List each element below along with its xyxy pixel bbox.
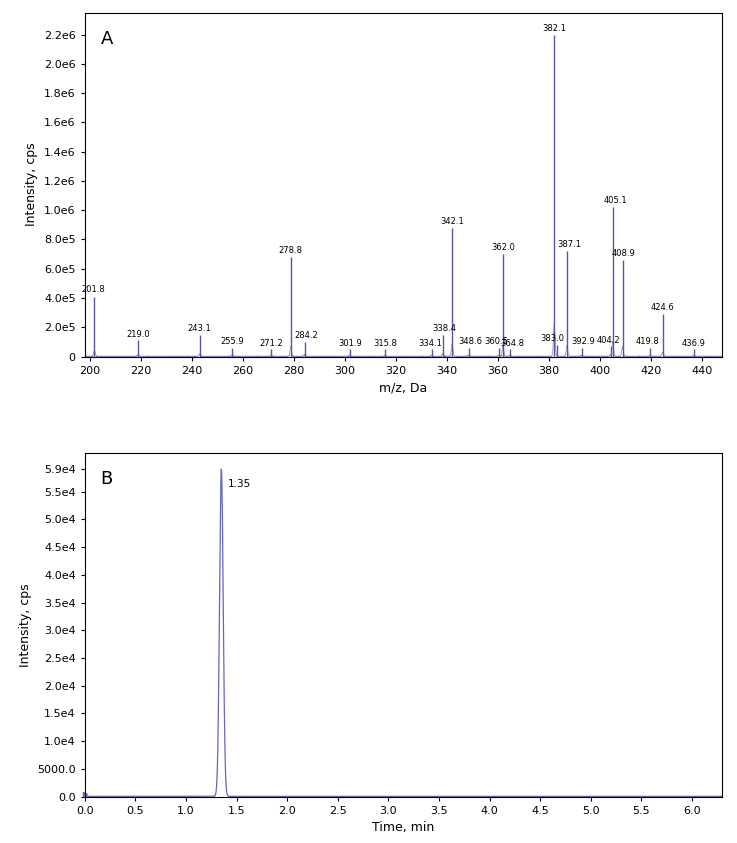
Text: 364.8: 364.8 bbox=[500, 339, 525, 347]
Text: 419.8: 419.8 bbox=[636, 337, 660, 346]
Text: 436.9: 436.9 bbox=[682, 339, 706, 347]
Y-axis label: Intensity, cps: Intensity, cps bbox=[25, 142, 38, 227]
Text: 1.35: 1.35 bbox=[228, 479, 251, 489]
Text: 284.2: 284.2 bbox=[294, 331, 318, 340]
Text: 278.8: 278.8 bbox=[279, 246, 303, 255]
X-axis label: m/z, Da: m/z, Da bbox=[380, 381, 427, 394]
Text: 271.2: 271.2 bbox=[259, 339, 283, 347]
Text: 315.8: 315.8 bbox=[373, 339, 397, 347]
Text: 387.1: 387.1 bbox=[557, 240, 581, 250]
Y-axis label: Intensity, cps: Intensity, cps bbox=[18, 583, 32, 667]
Text: 201.8: 201.8 bbox=[81, 285, 105, 294]
Text: 408.9: 408.9 bbox=[612, 250, 636, 258]
Text: 360.5: 360.5 bbox=[485, 337, 509, 346]
Text: 301.9: 301.9 bbox=[338, 339, 362, 347]
Text: 342.1: 342.1 bbox=[440, 217, 464, 226]
Text: 362.0: 362.0 bbox=[491, 244, 515, 252]
Text: 383.0: 383.0 bbox=[541, 335, 565, 343]
Text: A: A bbox=[101, 30, 113, 48]
Text: 424.6: 424.6 bbox=[651, 303, 674, 312]
Text: 243.1: 243.1 bbox=[188, 324, 212, 333]
Text: 392.9: 392.9 bbox=[571, 337, 595, 346]
X-axis label: Time, min: Time, min bbox=[372, 821, 435, 835]
Text: 219.0: 219.0 bbox=[127, 330, 150, 339]
Text: 404.2: 404.2 bbox=[596, 336, 620, 345]
Text: 255.9: 255.9 bbox=[220, 337, 244, 346]
Text: 334.1: 334.1 bbox=[419, 339, 442, 347]
Text: 382.1: 382.1 bbox=[542, 24, 566, 33]
Text: 338.4: 338.4 bbox=[432, 324, 456, 333]
Text: 348.6: 348.6 bbox=[458, 337, 482, 346]
Text: 405.1: 405.1 bbox=[604, 196, 627, 206]
Text: B: B bbox=[101, 470, 113, 488]
